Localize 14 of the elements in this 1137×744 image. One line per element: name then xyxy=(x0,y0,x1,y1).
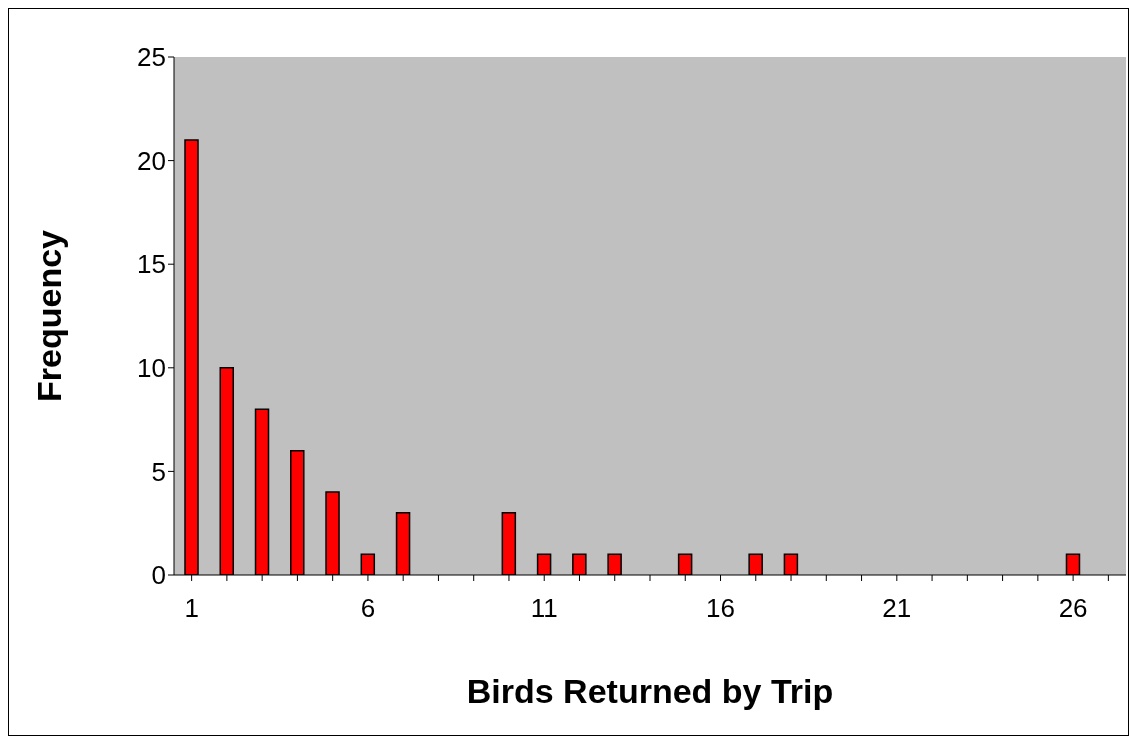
x-tick-label: 16 xyxy=(706,593,735,624)
y-tick-label: 5 xyxy=(151,456,166,487)
y-tick-label: 15 xyxy=(137,249,166,280)
x-tick-label: 11 xyxy=(530,593,558,624)
x-tick-label: 21 xyxy=(882,593,912,624)
y-axis-title: Frequency xyxy=(30,229,69,402)
x-axis-title: Birds Returned by Trip xyxy=(466,672,834,710)
y-tick-label: 25 xyxy=(137,42,166,73)
y-tick-label: 20 xyxy=(137,145,166,176)
x-tick-label: 6 xyxy=(360,593,376,624)
x-tick-label: 1 xyxy=(184,593,199,624)
y-tick-label: 10 xyxy=(137,353,166,384)
y-tick-label: 0 xyxy=(151,560,166,591)
x-tick-label: 26 xyxy=(1058,593,1088,624)
